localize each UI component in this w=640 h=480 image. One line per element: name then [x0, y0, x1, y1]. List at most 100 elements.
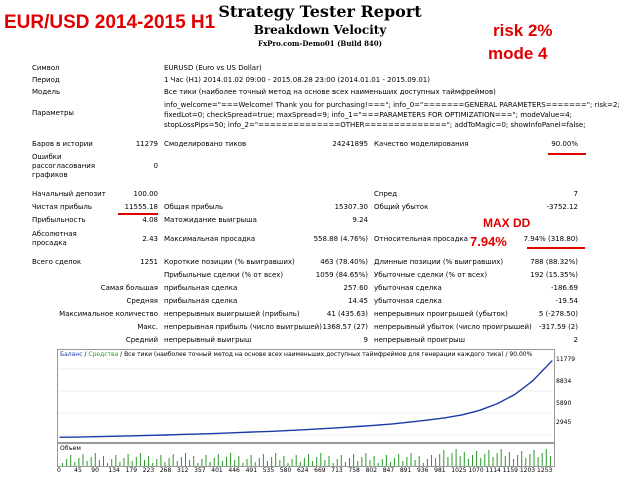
volume-bar	[414, 460, 416, 466]
volume-bar	[500, 449, 502, 466]
deposit-label: Начальный депозит	[32, 190, 106, 198]
volume-bar	[119, 462, 121, 466]
largest-label: Самая большая	[100, 284, 158, 292]
balance-point	[304, 429, 306, 431]
x-tick: 1114	[485, 467, 501, 474]
volume-bar	[357, 461, 359, 466]
balance-point	[392, 423, 394, 425]
short-value: 463 (78.40%)	[320, 258, 368, 266]
report-subtitle: Breakdown Velocity	[253, 23, 387, 37]
volume-bar	[324, 460, 326, 466]
volume-bar	[279, 460, 281, 466]
balance-point	[444, 417, 446, 419]
params-line-3: stopLossPips=50; info_2="==============O…	[164, 121, 586, 129]
volume-bar	[213, 458, 215, 466]
volume-bar	[336, 459, 338, 466]
volume-bar	[98, 460, 100, 466]
max-cons-losses-label: непрерывных проигрышей (убыток)	[374, 310, 508, 318]
profit-trades-value: 1059 (84.65%)	[315, 271, 368, 279]
max-cons-profit-label: непрерывная прибыль (число выигрышей)	[164, 323, 322, 331]
spread-label: Спред	[374, 190, 398, 198]
balance-point	[551, 360, 553, 362]
volume-bar	[94, 453, 96, 466]
avg-cons-label: Средний	[125, 336, 158, 344]
profit-trades-label: Прибыльные сделки (% от всех)	[164, 271, 284, 279]
x-tick: 624	[297, 467, 309, 474]
max-label: Макс.	[137, 323, 158, 331]
volume-bar	[148, 456, 150, 466]
avg-loss-value: -19.54	[555, 297, 578, 305]
x-tick: 1203	[519, 467, 536, 474]
period-label: Период	[32, 76, 60, 84]
spread-value: 7	[573, 190, 578, 198]
short-label: Короткие позиции (% выигравших)	[164, 258, 295, 266]
balance-point	[147, 434, 149, 436]
volume-bar	[431, 455, 432, 466]
volume-bar	[70, 455, 72, 466]
payoff-label: Матожидание выигрыша	[164, 216, 257, 224]
long-value: 788 (88.32%)	[530, 258, 578, 266]
net-profit-label: Чистая прибыль	[32, 203, 93, 211]
x-tick: 223	[142, 467, 155, 474]
volume-bar	[488, 450, 490, 466]
balance-point	[339, 427, 341, 429]
server-name: FxPro.com-Demo01 (Build 840)	[258, 39, 382, 48]
volume-bar	[271, 457, 273, 466]
volume-bar	[422, 463, 424, 466]
largest-loss-label: убыточная сделка	[374, 284, 442, 292]
rel-dd-value: 7.94% (318.80)	[523, 235, 578, 243]
x-axis-ticks: 0 45 90 134 179 223 268 312 357 401 446 491 535 580 62…	[57, 467, 553, 475]
bars-value: 11279	[135, 140, 158, 148]
gross-profit-label: Общая прибыль	[164, 203, 224, 211]
volume-bar	[242, 463, 244, 466]
volume-bar	[127, 454, 129, 466]
balance-point	[94, 436, 96, 438]
x-tick: 446	[228, 467, 240, 474]
loss-trades-value: 192 (15.35%)	[530, 271, 578, 279]
volume-bar	[283, 456, 285, 466]
volume-bar	[254, 462, 256, 466]
x-tick: 491	[245, 467, 258, 474]
x-tick: 936	[417, 467, 429, 474]
volume-bar	[463, 452, 465, 466]
volume-bar	[258, 458, 260, 466]
quality-value: 90.00%	[551, 140, 578, 148]
balance-point	[531, 380, 533, 382]
volume-bar	[377, 463, 379, 466]
volume-bar	[447, 457, 449, 466]
volume-bar	[521, 451, 523, 466]
max-dd-label: Максимальная просадка	[164, 235, 256, 243]
x-tick: 802	[365, 467, 378, 474]
volume-bar	[299, 462, 301, 466]
mode-annotation: mode 4	[488, 44, 548, 63]
abs-dd-label-2: просадка	[32, 239, 67, 247]
bars-label: Баров в истории	[32, 140, 93, 148]
balance-point	[181, 433, 184, 435]
volume-bar	[418, 456, 420, 466]
volume-bar	[180, 457, 182, 466]
volume-bar	[82, 454, 84, 466]
balance-point	[426, 419, 429, 421]
volume-bar	[226, 457, 227, 466]
balance-point	[77, 436, 79, 438]
volume-bar	[435, 458, 437, 466]
volume-bar	[103, 456, 104, 466]
long-label: Длинные позиции (% выигравших)	[374, 258, 504, 266]
volume-bar	[164, 462, 166, 466]
volume-bar	[508, 452, 510, 466]
balance-point	[199, 433, 201, 435]
x-tick: 669	[314, 467, 326, 474]
report-title: Strategy Tester Report	[218, 2, 422, 21]
volume-bar	[480, 458, 482, 466]
avg-cons-losses-value: 2	[573, 336, 578, 344]
x-tick: 312	[177, 467, 189, 474]
quality-label: Качество моделирования	[374, 140, 469, 148]
volume-bar	[152, 463, 154, 466]
volume-bar	[513, 459, 514, 466]
volume-bar	[156, 459, 158, 466]
max-count-label: Максимальное количество	[59, 310, 158, 318]
params-line-1: info_welcome="===Welcome! Thank you for …	[164, 101, 620, 109]
volume-bar	[451, 453, 453, 466]
volume-bar	[135, 457, 137, 466]
volume-bar	[262, 454, 264, 466]
